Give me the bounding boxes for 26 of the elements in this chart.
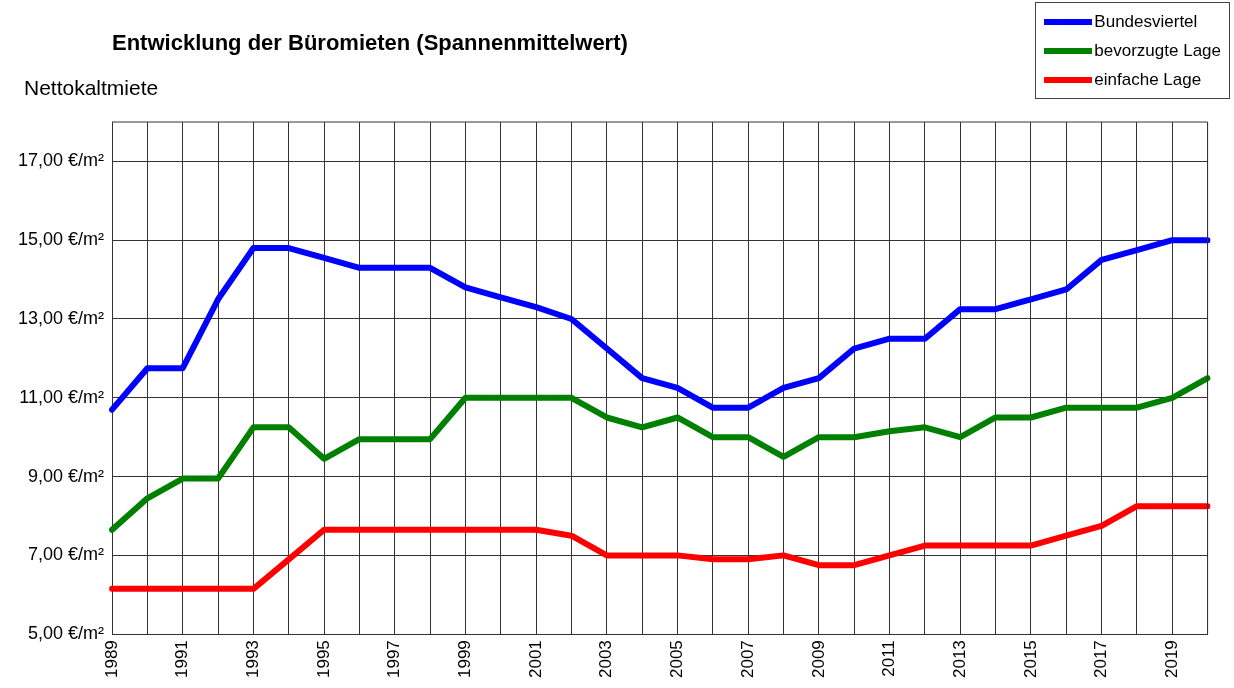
x-tick-label: 2001 (525, 640, 545, 679)
x-tick-label: 2015 (1020, 640, 1040, 679)
y-tick-label: 13,00 €/m² (18, 307, 105, 328)
x-tick-label: 2017 (1091, 640, 1111, 679)
legend-label: bevorzugte Lage (1094, 40, 1221, 61)
y-tick-label: 17,00 €/m² (18, 150, 105, 171)
y-tick-label: 7,00 €/m² (28, 544, 105, 565)
legend-label: Bundesviertel (1094, 11, 1198, 32)
x-tick-label: 2003 (596, 640, 616, 679)
chart-title: Entwicklung der Büromieten (Spannenmittelwert) (112, 30, 628, 56)
y-tick-label: 15,00 €/m² (18, 229, 105, 250)
x-tick-label: 1999 (455, 640, 475, 679)
x-tick-label: 2005 (667, 640, 687, 679)
x-tick-label: 1997 (384, 640, 404, 679)
x-tick-label: 1995 (313, 640, 333, 679)
x-tick-label: 1991 (172, 640, 192, 679)
y-tick-label: 9,00 €/m² (28, 465, 105, 486)
x-tick-label: 2011 (879, 640, 899, 677)
y-axis-title: Nettokaltmiete (24, 76, 159, 100)
y-tick-label: 11,00 €/m² (19, 386, 105, 407)
x-tick-label: 1993 (243, 640, 263, 679)
legend-label: einfache Lage (1094, 69, 1202, 90)
x-tick-label: 2007 (737, 640, 757, 679)
x-tick-label: 2013 (949, 640, 969, 679)
x-tick-label: 2009 (808, 640, 828, 679)
x-tick-label: 2019 (1161, 640, 1181, 679)
